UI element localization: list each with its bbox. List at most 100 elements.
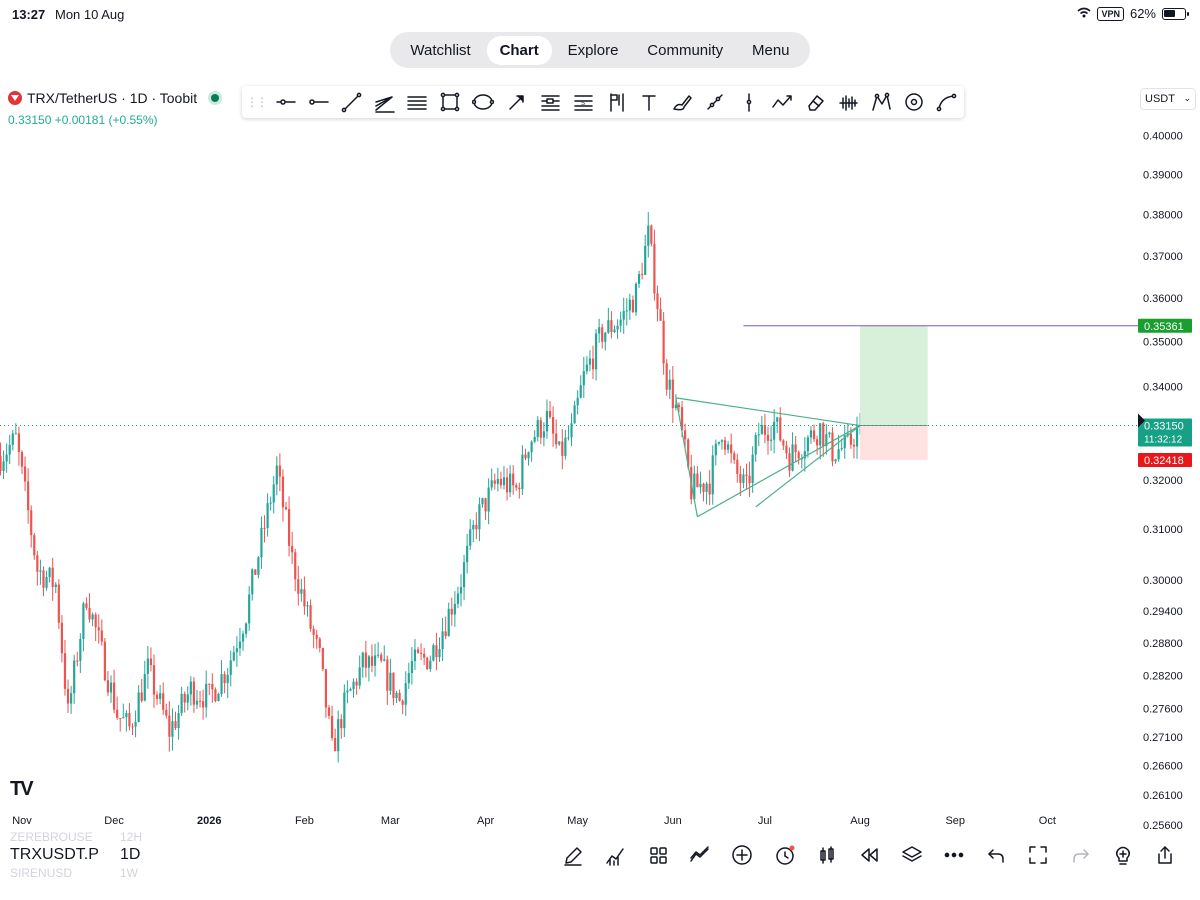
candle-body: [140, 692, 143, 701]
symbol-title[interactable]: TRX/TetherUS · 1D · Toobit: [27, 90, 198, 106]
pitchfork-icon[interactable]: [367, 88, 400, 116]
share-icon[interactable]: [1144, 842, 1186, 868]
layers-icon[interactable]: [890, 842, 932, 868]
eraser-icon[interactable]: [798, 88, 831, 116]
candle-body: [14, 433, 17, 435]
candle-body: [717, 441, 720, 444]
candle-body: [456, 593, 460, 604]
redo-icon[interactable]: [1060, 842, 1102, 868]
candle-body: [383, 659, 386, 661]
horizontal-line-icon[interactable]: [301, 88, 334, 116]
candle-body: [739, 473, 742, 483]
indicators-icon[interactable]: [806, 842, 848, 868]
nav-tab-explore[interactable]: Explore: [567, 41, 619, 59]
nav-tab-community[interactable]: Community: [647, 41, 724, 59]
candle-body: [447, 608, 450, 637]
candle-body: [177, 713, 180, 728]
candle-body: [241, 633, 245, 642]
candle-body: [855, 426, 859, 447]
nav-tab-watchlist[interactable]: Watchlist: [410, 41, 471, 59]
candle-body: [487, 487, 490, 512]
y-tick-label: 0.29400: [1143, 606, 1183, 618]
rectangle-icon[interactable]: [434, 88, 467, 116]
nav-tab-menu[interactable]: Menu: [751, 41, 790, 59]
triangle-upper-line: [675, 397, 861, 427]
candle-body: [205, 683, 208, 708]
drag-handle-icon[interactable]: ⋮⋮: [246, 95, 268, 109]
candle-body: [499, 478, 503, 486]
horizontal-ray-icon[interactable]: [268, 88, 301, 116]
circle-icon[interactable]: [898, 88, 931, 116]
long-position-icon[interactable]: [599, 88, 632, 116]
candle-body: [723, 440, 727, 450]
volume-profile-icon[interactable]: [831, 88, 864, 116]
vertical-line-icon[interactable]: [732, 88, 765, 116]
ellipse-icon[interactable]: [467, 88, 500, 116]
candle-body: [834, 459, 837, 462]
candle-body: [472, 524, 475, 530]
candle-body: [622, 310, 625, 320]
trend-line-icon[interactable]: [334, 88, 367, 116]
y-tick-label: 0.27600: [1143, 704, 1183, 716]
candle-body: [662, 320, 665, 364]
arrow-icon[interactable]: [500, 88, 533, 116]
candle-body: [536, 420, 539, 437]
polyline-icon[interactable]: [765, 88, 798, 116]
candle-body: [198, 700, 202, 702]
candle-body: [410, 661, 413, 674]
candle-body: [736, 459, 739, 474]
text-icon[interactable]: [633, 88, 666, 116]
candle-body: [373, 655, 377, 666]
candle-body: [358, 667, 361, 686]
symbol-picker[interactable]: TRXUSDT.P: [10, 846, 99, 863]
templates-icon[interactable]: [637, 842, 679, 868]
candle-body: [604, 332, 607, 342]
price-line: 0.33150 +0.00181 (+0.55%): [8, 113, 158, 127]
more-icon[interactable]: [933, 842, 975, 868]
curve-icon[interactable]: [931, 88, 964, 116]
symbol-header[interactable]: TRX/TetherUS · 1D · Toobit: [8, 90, 223, 106]
replay-icon[interactable]: [848, 842, 890, 868]
candle-body: [720, 440, 724, 442]
candle-body: [757, 434, 760, 436]
price-chart[interactable]: 0.40000 0.39000 0.38000 0.37000 0.36000 0.350…: [0, 120, 1200, 840]
timeframe-picker[interactable]: 1D: [120, 846, 141, 863]
alert-icon[interactable]: [763, 842, 805, 868]
candle-body: [579, 385, 582, 398]
candle-body: [505, 477, 509, 493]
ghost-symbol-below: SIRENUSD: [10, 866, 73, 880]
compare-icon[interactable]: [679, 842, 721, 868]
candle-body: [238, 641, 242, 649]
y-tick-label: 0.36000: [1143, 293, 1183, 305]
candle-body: [257, 557, 260, 575]
candle-body: [726, 444, 730, 450]
drawing-toolbar: ⋮⋮ S: [242, 86, 964, 118]
fullscreen-icon[interactable]: [1017, 842, 1059, 868]
nav-tab-chart[interactable]: Chart: [486, 35, 552, 65]
candle-body: [754, 435, 757, 455]
candle-body: [343, 692, 346, 729]
candle-body: [545, 411, 549, 432]
candle-body: [131, 726, 134, 728]
candle-body: [392, 672, 395, 699]
candle-body: [192, 681, 196, 705]
candle-body: [419, 652, 423, 654]
currency-select[interactable]: USDT ⌄: [1140, 88, 1196, 110]
pencil-icon[interactable]: [552, 842, 594, 868]
parallel-channel-icon[interactable]: [401, 88, 434, 116]
candle-body: [598, 327, 601, 334]
last-price-label-countdown: 11:32:12: [1144, 435, 1183, 446]
undo-icon[interactable]: [975, 842, 1017, 868]
candle-body: [284, 507, 288, 510]
brush-icon[interactable]: [666, 88, 699, 116]
fib-extension-icon[interactable]: S: [566, 88, 599, 116]
add-icon[interactable]: [721, 842, 763, 868]
candle-body: [367, 656, 370, 668]
path-icon[interactable]: [699, 88, 732, 116]
chart-type-icon[interactable]: [594, 842, 636, 868]
idea-icon[interactable]: [1102, 842, 1144, 868]
pattern-icon[interactable]: [865, 88, 898, 116]
fib-retracement-icon[interactable]: [533, 88, 566, 116]
candle-body: [742, 474, 745, 483]
candle-body: [85, 603, 88, 608]
